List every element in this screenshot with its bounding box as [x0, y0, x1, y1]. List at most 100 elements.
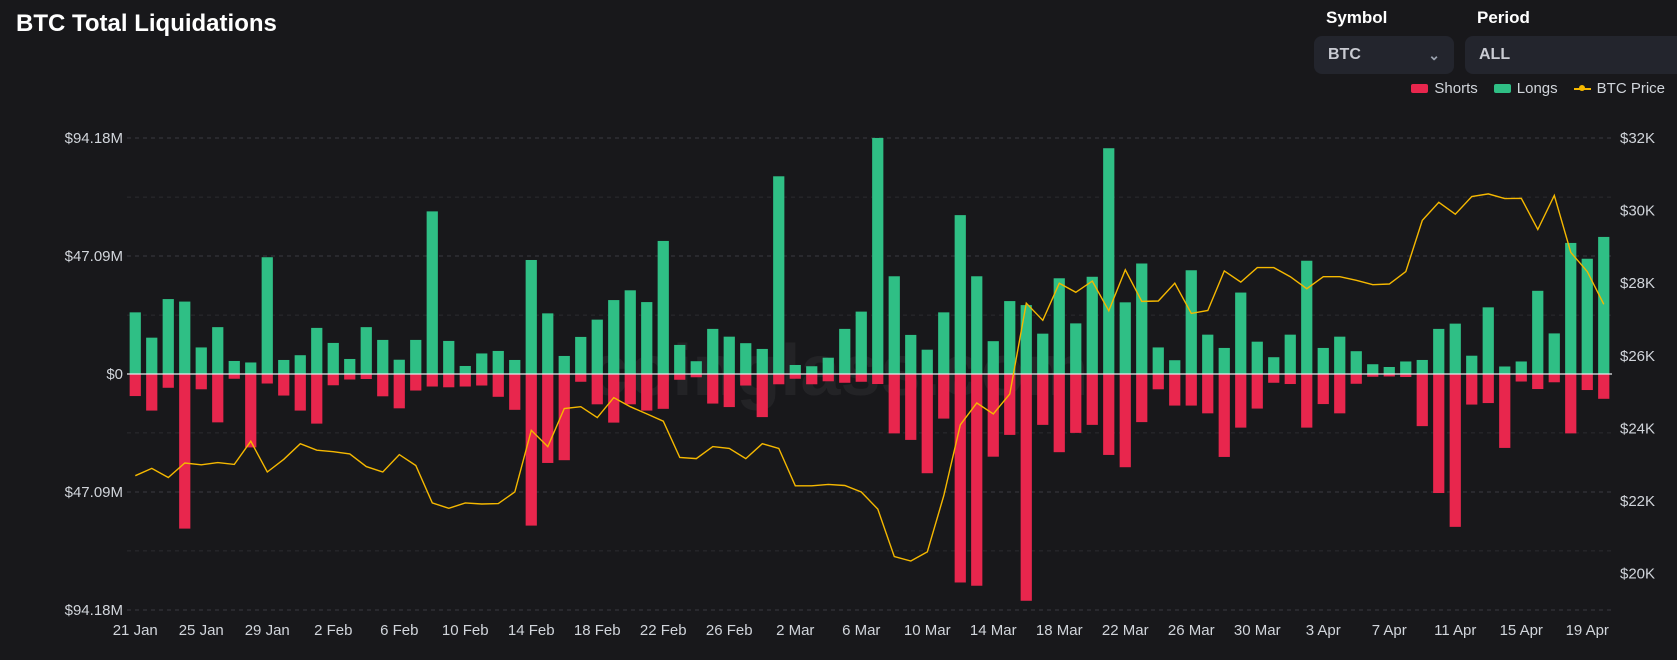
shorts-bar [987, 374, 999, 457]
x-tick-label: 3 Apr [1306, 622, 1341, 639]
longs-bar [1598, 236, 1610, 374]
shorts-bar [954, 374, 966, 583]
chevron-down-icon: ⌄ [1428, 46, 1440, 63]
shorts-bar [476, 374, 488, 386]
period-control: Period ALL [1465, 8, 1677, 74]
longs-bar [162, 299, 174, 374]
x-tick-label: 6 Feb [380, 622, 418, 639]
longs-bar [608, 300, 620, 374]
y-right-tick-label: $24K [1620, 420, 1655, 437]
shorts-bar [1482, 374, 1494, 404]
shorts-bar [789, 374, 801, 379]
longs-bar [1383, 366, 1395, 374]
shorts-bar [1317, 374, 1329, 405]
longs-bar [756, 348, 768, 374]
shorts-bar [657, 374, 669, 409]
shorts-bar [1251, 374, 1263, 409]
y-left-tick-label: $94.18M [65, 602, 123, 619]
longs-bar [1185, 270, 1197, 374]
shorts-bar [1301, 374, 1313, 428]
longs-bar [443, 340, 455, 374]
legend-item-longs[interactable]: Longs [1493, 80, 1558, 97]
longs-swatch-icon [1493, 84, 1511, 93]
shorts-bar [1548, 374, 1560, 383]
longs-bar [1301, 260, 1313, 374]
x-tick-label: 6 Mar [842, 622, 880, 639]
shorts-bar [261, 374, 273, 384]
x-tick-label: 15 Apr [1500, 622, 1543, 639]
shorts-swatch-icon [1411, 84, 1429, 93]
longs-bar [1103, 148, 1115, 374]
longs-bar [377, 339, 389, 374]
longs-bar [179, 301, 191, 374]
shorts-bar [1449, 374, 1461, 527]
longs-bar [1482, 307, 1494, 374]
period-select[interactable]: ALL [1465, 36, 1677, 74]
x-tick-label: 22 Feb [640, 622, 687, 639]
shorts-bar [1284, 374, 1296, 385]
longs-bar [1449, 323, 1461, 374]
x-tick-label: 25 Jan [179, 622, 224, 639]
shorts-bar [459, 374, 471, 387]
longs-bar [1581, 258, 1593, 374]
y-left-tick-label: $47.09M [65, 248, 123, 265]
shorts-bar [1004, 374, 1016, 435]
y-right-tick-label: $28K [1620, 275, 1655, 292]
x-tick-label: 2 Mar [776, 622, 814, 639]
longs-bar [987, 341, 999, 374]
longs-bar [410, 339, 422, 374]
legend-item-shorts[interactable]: Shorts [1411, 80, 1478, 97]
longs-bar [129, 312, 141, 374]
symbol-select[interactable]: BTC ⌄ [1314, 36, 1454, 74]
shorts-bar [624, 374, 636, 405]
shorts-bar [1581, 374, 1593, 391]
longs-bar [773, 176, 785, 374]
shorts-bar [641, 374, 653, 411]
x-tick-label: 18 Mar [1036, 622, 1083, 639]
longs-bar [509, 359, 521, 374]
longs-bar [591, 319, 603, 374]
x-tick-label: 2 Feb [314, 622, 352, 639]
shorts-bar [1383, 374, 1395, 377]
legend-label-shorts: Shorts [1434, 80, 1478, 97]
x-tick-label: 10 Feb [442, 622, 489, 639]
shorts-bar [1103, 374, 1115, 455]
longs-bar [1235, 292, 1247, 374]
longs-bar [740, 343, 752, 374]
x-tick-label: 10 Mar [904, 622, 951, 639]
y-right-tick-label: $22K [1620, 493, 1655, 510]
longs-bar [393, 359, 405, 374]
longs-bar [674, 344, 686, 374]
shorts-bar [707, 374, 719, 404]
shorts-bar [294, 374, 306, 411]
y-right-tick-label: $26K [1620, 348, 1655, 365]
longs-bar [261, 257, 273, 374]
longs-bar [707, 328, 719, 374]
longs-bar [1284, 334, 1296, 374]
x-tick-label: 26 Feb [706, 622, 753, 639]
shorts-bar [492, 374, 504, 397]
shorts-bar [558, 374, 570, 461]
y-right-tick-label: $30K [1620, 203, 1655, 220]
longs-bar [1268, 357, 1280, 374]
shorts-bar [938, 374, 950, 419]
longs-bar [1334, 336, 1346, 374]
longs-bar [1515, 361, 1527, 374]
legend-item-price[interactable]: BTC Price [1573, 80, 1665, 97]
price-line-icon [1573, 84, 1591, 93]
longs-bar [1152, 347, 1164, 374]
longs-bar [294, 355, 306, 374]
shorts-bar [575, 374, 587, 382]
longs-bar [954, 215, 966, 374]
y-left-tick-label: $47.09M [65, 484, 123, 501]
shorts-bar [674, 374, 686, 380]
shorts-bar [525, 374, 537, 526]
shorts-bar [740, 374, 752, 386]
x-tick-label: 11 Apr [1434, 622, 1476, 639]
longs-bar [1433, 328, 1445, 374]
x-tick-label: 7 Apr [1372, 622, 1407, 639]
longs-bar [839, 328, 851, 374]
shorts-bar [327, 374, 339, 386]
longs-bar [872, 137, 884, 374]
y-left-tick-label: $94.18M [65, 130, 123, 147]
